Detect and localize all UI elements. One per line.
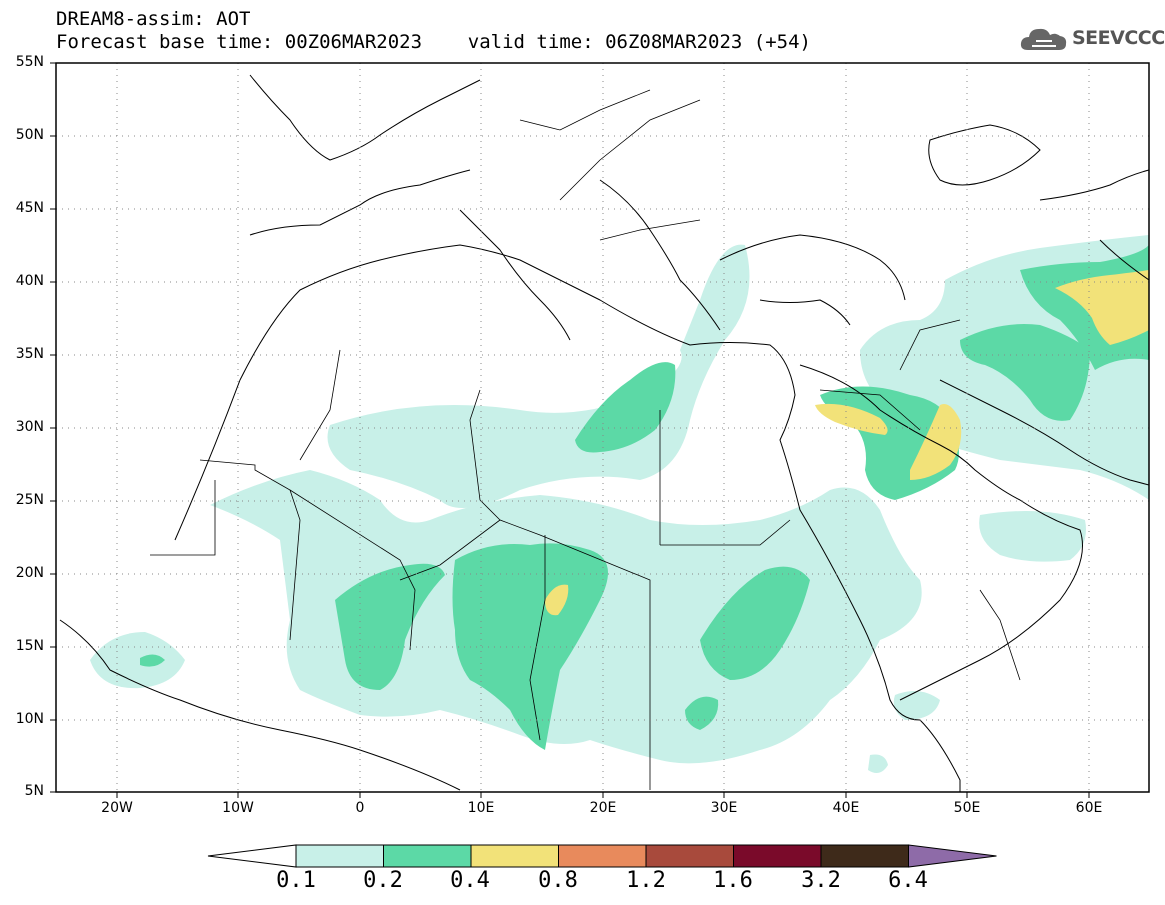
title-product: DREAM8-assim: AOT — [56, 8, 251, 30]
lon-label: 20E — [589, 800, 617, 816]
colorbar-label: 1.2 — [626, 868, 666, 893]
logo-text: SEEVCCC — [1072, 27, 1165, 49]
lat-label: 35N — [15, 346, 44, 362]
lon-label: 50E — [953, 800, 981, 816]
colorbar-label: 0.4 — [450, 868, 490, 893]
lat-label: 55N — [15, 54, 44, 70]
seevccc-logo: SEEVCCC — [1018, 24, 1165, 56]
colorbar-swatch — [383, 844, 472, 868]
colorbar-over-triangle — [908, 844, 997, 868]
lat-label: 20N — [15, 565, 44, 581]
colorbar-swatch — [733, 844, 822, 868]
colorbar-label: 6.4 — [888, 868, 928, 893]
lon-label: 30E — [710, 800, 738, 816]
lat-label: 25N — [15, 492, 44, 508]
cloud-icon — [1020, 28, 1067, 50]
colorbar-label: 3.2 — [801, 868, 841, 893]
lat-label: 50N — [15, 127, 44, 143]
country-borders — [150, 89, 1021, 790]
colorbar-swatch — [470, 844, 559, 868]
lat-label: 5N — [24, 783, 44, 799]
aot-field-0.4 — [545, 270, 1149, 616]
tick-marks — [50, 62, 1090, 798]
lat-label: 45N — [15, 200, 44, 216]
lat-label: 15N — [15, 638, 44, 654]
lon-label: 10W — [222, 800, 254, 816]
colorbar-swatch — [820, 844, 909, 868]
colorbar-label: 0.8 — [538, 868, 578, 893]
lon-label: 40E — [832, 800, 860, 816]
title-times: Forecast base time: 00Z06MAR2023 valid t… — [56, 31, 811, 53]
colorbar-label: 0.2 — [363, 868, 403, 893]
gridlines — [56, 63, 1149, 792]
colorbar-under-triangle — [207, 844, 297, 868]
colorbar-label: 0.1 — [276, 868, 316, 893]
colorbar-label: 1.6 — [713, 868, 753, 893]
colorbar-swatch — [645, 844, 734, 868]
lon-label: 10E — [467, 800, 495, 816]
lat-label: 30N — [15, 419, 44, 435]
colorbar-swatch — [295, 844, 384, 868]
lat-label: 10N — [15, 711, 44, 727]
lon-label: 60E — [1075, 800, 1103, 816]
lon-label: 20W — [101, 800, 133, 816]
colorbar — [207, 844, 997, 868]
lon-label: 0 — [355, 800, 365, 816]
lat-label: 40N — [15, 273, 44, 289]
colorbar-swatch — [558, 844, 647, 868]
